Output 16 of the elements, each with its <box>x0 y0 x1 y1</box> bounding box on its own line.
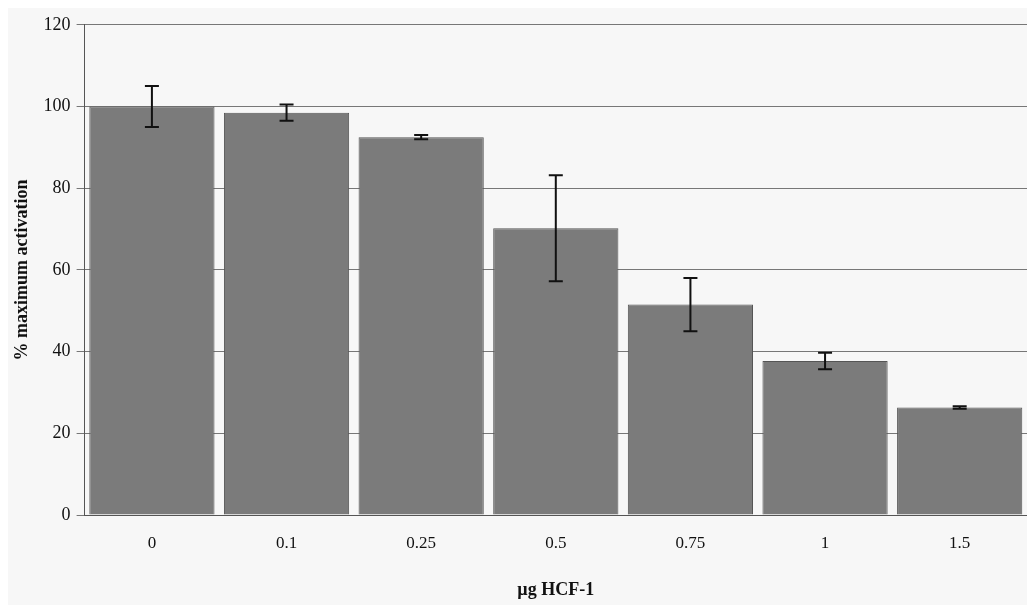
x-tick-label: 0.25 <box>406 532 437 552</box>
x-tick-label: 0.75 <box>675 532 706 552</box>
y-tick-label: 60 <box>52 258 71 279</box>
y-tick-label: 20 <box>52 422 71 443</box>
x-tick-label: 1 <box>820 532 830 552</box>
y-tick-label: 120 <box>43 13 71 34</box>
y-tick-label: 0 <box>61 503 71 524</box>
x-tick-label: 0 <box>147 532 157 552</box>
x-tick-label: 0.5 <box>545 532 567 552</box>
x-axis-title: µg HCF-1 <box>517 578 595 599</box>
y-axis-title: % maximum activation <box>11 179 32 361</box>
x-tick-label: 0.1 <box>275 532 298 552</box>
y-tick-label: 40 <box>52 340 71 361</box>
y-tick-label: 80 <box>52 176 71 197</box>
x-tick-label: 1.5 <box>949 532 971 552</box>
y-tick-label: 100 <box>43 95 71 116</box>
